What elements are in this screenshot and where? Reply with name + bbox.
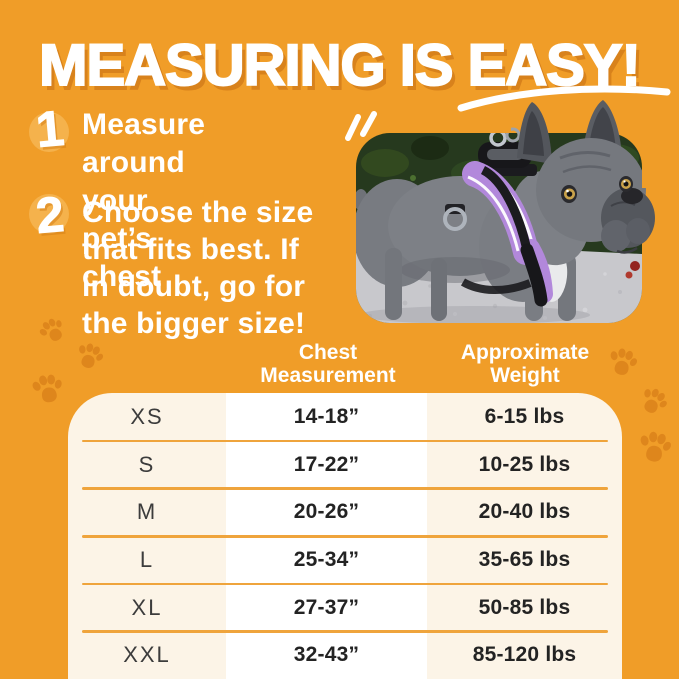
table-row: XS 14-18” 6-15 lbs [68, 393, 622, 441]
chest-cell: 20-26” [293, 500, 360, 524]
paw-print-icon [636, 429, 674, 464]
weight-cell: 10-25 lbs [478, 452, 571, 476]
chest-cell: 14-18” [293, 404, 360, 428]
chest-cell: 32-43” [293, 643, 360, 667]
size-cell: XL [131, 594, 163, 620]
red-berries [625, 261, 640, 279]
approximate-weight-header: Approximate Weight [460, 341, 590, 387]
size-cell: S [138, 451, 156, 477]
dog-photo [345, 85, 671, 323]
weight-cell: 6-15 lbs [484, 404, 565, 428]
size-cell: XS [130, 403, 164, 429]
size-table: XS 14-18” 6-15 lbs S 17-22” 10-25 lbs M 20-26” 2… [68, 393, 622, 679]
page-title: MEASURING IS EASY! [38, 32, 642, 99]
paw-print-icon [72, 339, 107, 372]
dog-illustration [356, 100, 655, 321]
chest-cell: 17-22” [293, 452, 360, 476]
chest-cell: 25-34” [293, 547, 360, 571]
harness [443, 127, 553, 307]
size-cell: M [136, 499, 158, 525]
size-cell: L [139, 546, 155, 572]
step-2-badge [29, 194, 69, 234]
chest-measurement-header: Chest Measurement [260, 341, 396, 387]
weight-cell: 35-65 lbs [478, 547, 571, 571]
weight-cell: 50-85 lbs [478, 595, 571, 619]
table-row: XL 27-37” 50-85 lbs [68, 582, 622, 632]
paw-print-icon [605, 345, 640, 378]
emphasis-marks-icon [345, 111, 377, 141]
step-1-badge [29, 112, 69, 152]
paw-print-icon [635, 383, 672, 419]
table-row: M 20-26” 20-40 lbs [68, 487, 622, 536]
paw-print-icon [35, 313, 70, 347]
chest-cell: 27-37” [293, 595, 360, 619]
weight-cell: 85-120 lbs [472, 643, 577, 667]
table-row: S 17-22” 10-25 lbs [68, 439, 622, 489]
size-table-rows: XS 14-18” 6-15 lbs S 17-22” 10-25 lbs M 20-26” 2… [68, 393, 622, 679]
step-1-number: 1 [33, 99, 67, 159]
size-cell: XXL [123, 642, 171, 668]
weight-cell: 20-40 lbs [478, 500, 571, 524]
paw-print-icon [29, 371, 66, 406]
swoosh-line [457, 85, 671, 112]
step-2-number: 2 [33, 185, 67, 245]
step-1-text: Measure around your pet’s chest [82, 108, 206, 293]
table-row: L 25-34” 35-65 lbs [68, 535, 622, 584]
dog-head [517, 100, 655, 254]
table-row: XXL 32-43” 85-120 lbs [68, 630, 622, 679]
step-2-text: Choose the size that fits best. If in do… [82, 196, 314, 340]
